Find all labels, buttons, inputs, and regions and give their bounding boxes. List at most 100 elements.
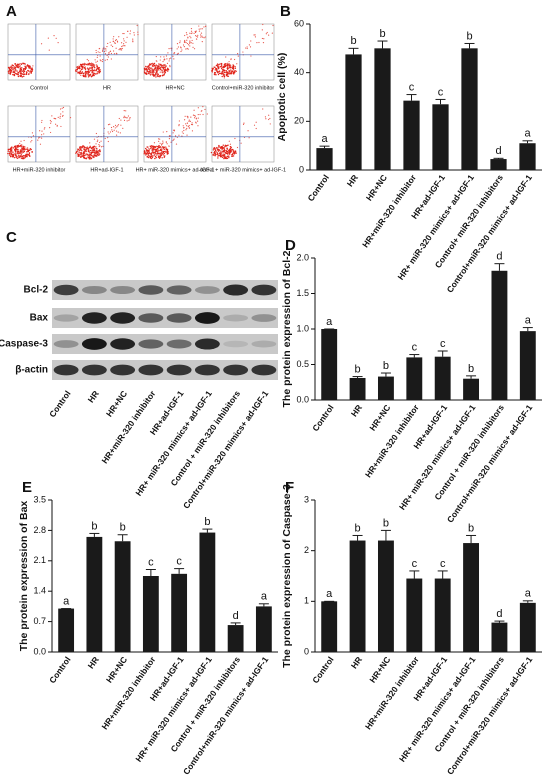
- plot-label: Control: [30, 85, 48, 91]
- dot: [166, 148, 168, 151]
- dot: [98, 154, 100, 157]
- dot: [159, 155, 161, 158]
- dot: [213, 73, 216, 75]
- dot: [90, 157, 93, 160]
- dot: [79, 155, 81, 157]
- x-tick-label: HR+NC: [367, 403, 392, 433]
- dot: [16, 70, 18, 72]
- dot: [159, 138, 161, 140]
- dot: [98, 141, 101, 144]
- dot: [233, 58, 236, 61]
- dot: [109, 50, 112, 52]
- dot: [191, 39, 193, 42]
- dot: [190, 116, 192, 118]
- dot: [95, 152, 98, 154]
- dot: [187, 117, 189, 119]
- dot: [160, 144, 163, 146]
- dot: [163, 156, 166, 158]
- dot: [19, 151, 21, 154]
- dot: [148, 65, 150, 67]
- dot: [132, 38, 134, 40]
- dot: [29, 148, 31, 150]
- dot: [77, 153, 79, 155]
- dot: [178, 123, 180, 126]
- dot: [26, 147, 28, 149]
- dot: [21, 76, 24, 78]
- dot: [145, 65, 147, 68]
- dot: [96, 72, 98, 74]
- dot: [31, 151, 33, 153]
- dot: [159, 68, 162, 71]
- dot: [224, 152, 227, 154]
- bar: [519, 602, 536, 652]
- dot: [20, 157, 23, 159]
- dot: [20, 63, 22, 65]
- dot: [149, 66, 151, 68]
- dot: [149, 148, 152, 150]
- dot: [215, 151, 217, 153]
- dot: [23, 75, 25, 78]
- dot: [9, 151, 12, 153]
- dot: [94, 69, 96, 72]
- dot: [55, 123, 57, 125]
- dot: [182, 132, 184, 134]
- dot: [89, 75, 92, 77]
- dot: [222, 144, 224, 146]
- dot: [125, 117, 127, 119]
- plot-label: HR+ miR-320 mimics+ ad-IGF-1: [136, 167, 215, 173]
- x-tick-label: HR: [345, 173, 360, 189]
- dot: [25, 67, 27, 69]
- bar: [171, 573, 188, 652]
- dot: [215, 67, 218, 70]
- dot: [165, 55, 168, 57]
- dot: [125, 41, 127, 43]
- y-tick-label: 20: [294, 116, 304, 126]
- dot: [14, 71, 16, 73]
- dot: [160, 65, 162, 67]
- dot: [91, 151, 94, 154]
- dot: [160, 152, 162, 155]
- bar: [463, 543, 480, 652]
- dot: [250, 40, 252, 42]
- dot: [92, 146, 95, 149]
- dot-plot: HR: [74, 23, 139, 91]
- significance-letter: a: [321, 133, 328, 145]
- dot: [176, 43, 179, 45]
- dot: [107, 131, 109, 133]
- dot: [162, 146, 164, 149]
- dot: [173, 52, 176, 54]
- y-tick-label: 1.5: [296, 288, 309, 298]
- dot: [98, 150, 100, 152]
- dot: [82, 154, 84, 156]
- dot: [218, 148, 220, 151]
- dot: [205, 25, 207, 27]
- dot: [224, 64, 227, 66]
- dot: [153, 69, 155, 72]
- dot: [186, 42, 189, 45]
- blot-band: [81, 338, 107, 350]
- dot: [49, 119, 51, 122]
- dot: [95, 143, 97, 145]
- dot: [143, 68, 146, 70]
- blot-band: [223, 364, 249, 376]
- dot: [147, 151, 149, 153]
- dot: [149, 74, 152, 76]
- significance-letter: a: [524, 128, 531, 140]
- dot: [154, 66, 157, 68]
- dot: [155, 65, 157, 67]
- dot: [234, 66, 236, 68]
- dot: [108, 51, 110, 54]
- blot-band: [138, 364, 164, 376]
- dot: [190, 42, 192, 44]
- dot: [147, 156, 150, 159]
- dot: [155, 76, 157, 78]
- dot: [152, 150, 154, 152]
- significance-letter: b: [120, 522, 126, 534]
- dot: [37, 139, 39, 141]
- dot: [59, 115, 61, 117]
- dot: [158, 140, 160, 143]
- dot: [85, 158, 87, 160]
- dot: [129, 30, 132, 32]
- dot: [115, 39, 117, 41]
- dot: [99, 70, 101, 73]
